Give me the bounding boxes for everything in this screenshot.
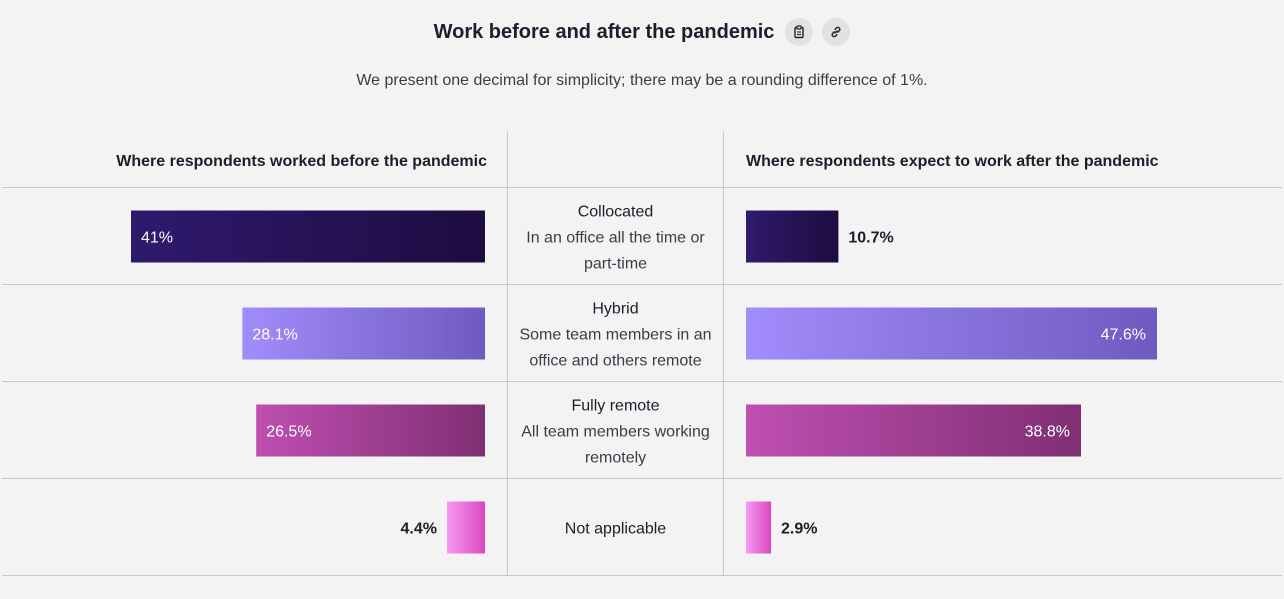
category-label: Hybrid [592, 301, 638, 318]
bar-value-label: 2.9% [781, 521, 817, 538]
bar-before-pandemic [242, 307, 485, 360]
category-description: office and others remote [529, 353, 701, 370]
category-description: part-time [584, 256, 647, 273]
bar-value-label: 10.7% [848, 230, 893, 247]
bar-before-pandemic [256, 404, 485, 457]
category-label: Not applicable [565, 521, 667, 538]
bar-before-pandemic [447, 501, 485, 554]
category-description: In an office all the time or [526, 230, 705, 247]
chart-title: Work before and after the pandemic [433, 20, 775, 43]
share-link-button[interactable] [822, 18, 851, 46]
link-icon [831, 26, 841, 38]
category-label: Fully remote [571, 398, 659, 415]
bar-before-pandemic [131, 210, 485, 263]
right-column-header: Where respondents expect to work after t… [746, 153, 1159, 170]
category-description: Some team members in an [519, 327, 711, 344]
bar-after-pandemic [746, 210, 839, 263]
bar-value-label: 38.8% [1025, 424, 1070, 441]
bar-after-pandemic [746, 404, 1082, 457]
bar-after-pandemic [746, 307, 1157, 360]
bar-value-label: 4.4% [401, 521, 437, 538]
bar-value-label: 47.6% [1101, 327, 1146, 344]
bar-value-label: 28.1% [252, 327, 297, 344]
bar-after-pandemic [746, 501, 772, 554]
category-description: remotely [585, 450, 646, 467]
copy-button[interactable] [785, 18, 814, 46]
bar-value-label: 26.5% [266, 424, 311, 441]
chart-header: Work before and after the pandemic [0, 14, 1284, 50]
left-column-header: Where respondents worked before the pand… [116, 153, 487, 170]
category-description: All team members working [521, 424, 710, 441]
clipboard-icon [794, 25, 805, 39]
chart-subtitle: We present one decimal for simplicity; t… [356, 72, 928, 89]
category-label: Collocated [578, 204, 654, 221]
bar-value-label: 41% [141, 230, 173, 247]
